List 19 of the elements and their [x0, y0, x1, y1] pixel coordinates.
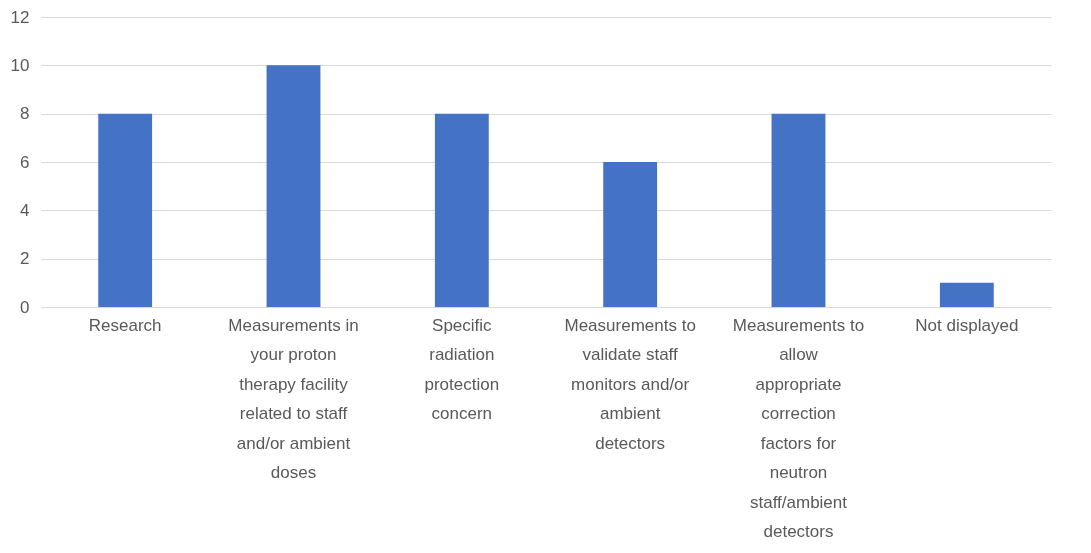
x-tick-label: Measurements in your proton therapy facility related to staff and/or ambient doses	[228, 315, 359, 482]
y-tick-label: 4	[20, 200, 30, 220]
y-tick-label: 6	[20, 152, 30, 172]
bar	[98, 113, 153, 307]
bar	[939, 282, 994, 307]
y-tick-label: 10	[10, 55, 30, 75]
x-tick-label: Measurements to validate staff monitors and/or ambient detectors	[564, 315, 696, 453]
x-tick-label: Specific radiation protection concern	[424, 315, 500, 423]
y-tick-label: 0	[20, 297, 30, 317]
y-tick-label: 12	[10, 7, 30, 27]
x-tick-label: Research	[88, 315, 162, 335]
bar	[771, 113, 826, 307]
y-tick-label: 2	[20, 249, 30, 269]
bar	[434, 113, 489, 307]
bar	[603, 162, 658, 307]
bar	[266, 65, 321, 307]
x-tick-label: Measurements to allow appropriate correction factors for neutron staff/ambient detectors	[732, 315, 865, 541]
x-tick-label: Not displayed	[915, 315, 1019, 335]
y-tick-label: 8	[20, 104, 30, 124]
